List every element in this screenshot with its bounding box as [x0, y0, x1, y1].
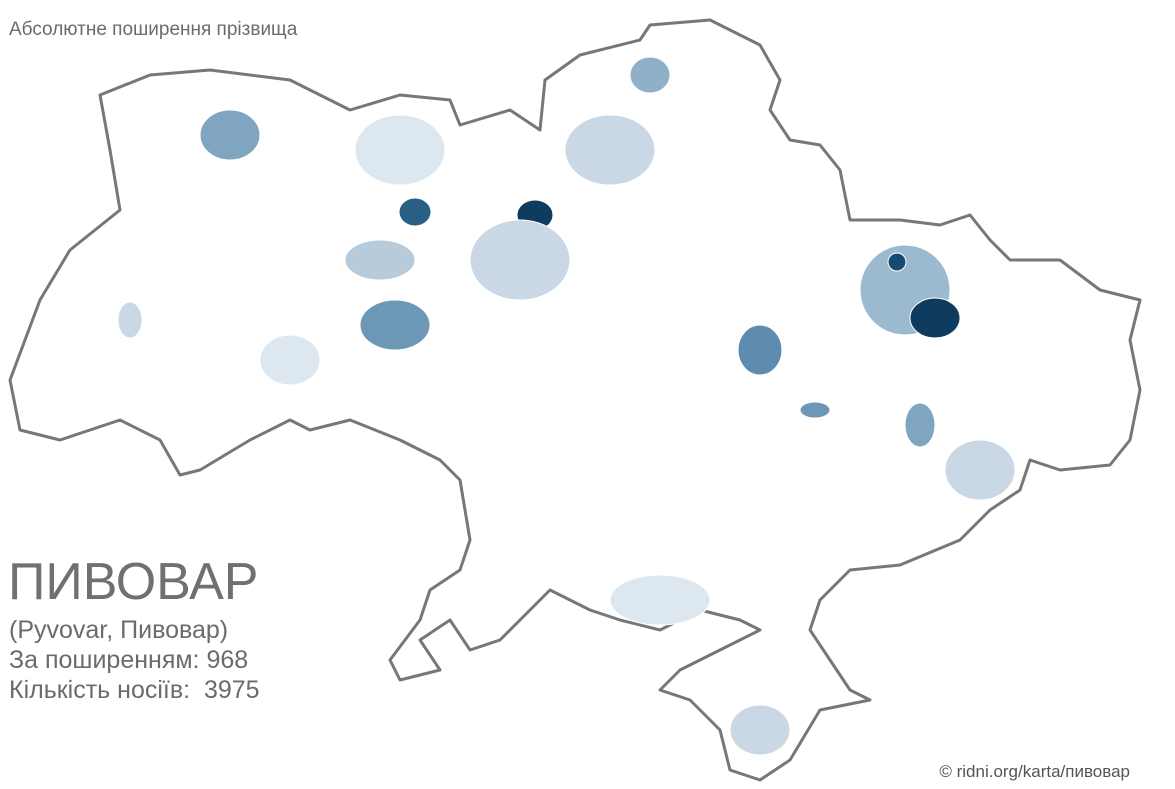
region: [344, 239, 416, 281]
credit: © ridni.org/karta/пивовар: [939, 762, 1130, 781]
region: [609, 574, 711, 626]
region: [199, 109, 261, 161]
map-title: Абсолютне поширення прізвища: [9, 19, 298, 40]
region: [359, 299, 431, 351]
surname: ПИВОВАР: [8, 553, 259, 611]
region: [469, 219, 571, 301]
region: [729, 704, 791, 756]
country-outline: [8, 18, 1142, 782]
region: [564, 114, 656, 186]
regions: [117, 56, 1016, 756]
region: [117, 301, 143, 339]
region: [259, 334, 321, 386]
surname-count: Кількість носіїв: 3975: [9, 676, 260, 704]
region: [629, 56, 671, 94]
surname-variants: (Pyvovar, Пивовар): [9, 616, 229, 644]
region: [737, 324, 783, 376]
region: [944, 439, 1016, 501]
region: [887, 252, 907, 272]
region: [398, 197, 432, 227]
region: [904, 402, 936, 448]
region: [909, 297, 961, 339]
region: [799, 401, 831, 419]
surname-rank: За поширенням: 968: [9, 646, 249, 674]
region: [354, 114, 446, 186]
